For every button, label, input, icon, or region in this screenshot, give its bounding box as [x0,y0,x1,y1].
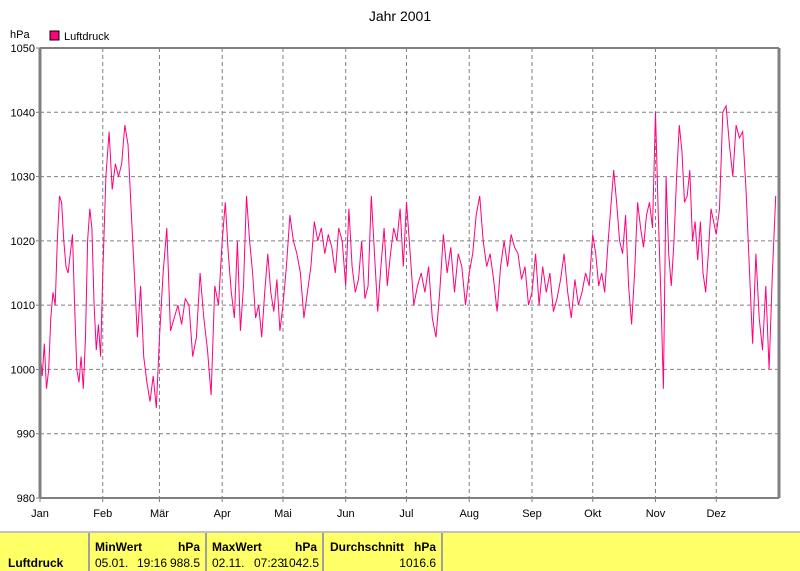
x-tick-label: Jan [31,508,49,520]
x-tick-label: Jul [399,508,413,520]
empty-cell [441,533,800,571]
y-tick-label: 1020 [11,236,35,248]
x-tick-label: Feb [93,508,112,520]
max-date: 02.11. [212,556,245,570]
average-value-cell: Durchschnitt hPa 1016.6 [322,533,441,571]
x-tick-label: Dez [706,508,726,520]
y-tick-label: 1030 [11,172,35,184]
x-tick-label: Sep [522,508,542,520]
y-tick-label: 1040 [11,107,35,119]
min-time: 19:16 [137,556,168,570]
x-tick-label: Mär [150,508,169,520]
x-tick-label: Mai [274,508,292,520]
max-header: MaxWert [212,540,262,554]
min-value-cell: MinWert hPa 05.01. 19:16 988.5 [88,533,205,571]
x-tick-label: Okt [584,508,601,520]
avg-header: Durchschnitt [330,540,405,554]
max-time: 07:23 [254,556,285,570]
min-value: 988.5 [169,556,200,570]
y-tick-label: 1000 [11,364,35,376]
y-tick-label: 1010 [11,300,35,312]
chart-title: Jahr 2001 [369,8,431,24]
x-tick-label: Nov [646,508,666,520]
max-value: 1042.5 [282,556,319,570]
series-line-luftdruck [39,104,777,409]
x-tick-label: Jun [337,508,355,520]
legend-label: Luftdruck [64,31,110,43]
legend-swatch [49,30,60,41]
x-tick-label: Apr [214,508,231,520]
max-value-cell: MaxWert hPa 02.11. 07:23 1042.5 [205,533,322,571]
avg-value: 1016.6 [399,556,436,570]
y-tick-label: 1050 [11,43,35,55]
min-unit: hPa [177,540,200,554]
statistics-panel: Luftdruck MinWert hPa 05.01. 19:16 988.5… [0,531,800,571]
y-tick-label: 980 [17,493,35,505]
pressure-chart: Jahr 2001 hPa Luftdruck 980 990 1000 1010 10… [10,8,781,520]
y-axis-label: hPa [10,29,30,41]
min-date: 05.01. [95,556,129,570]
max-unit: hPa [294,540,317,554]
y-tick-label: 990 [17,429,35,441]
min-header: MinWert [95,540,143,554]
avg-unit: hPa [413,540,436,554]
summary-series-label: Luftdruck [8,556,64,570]
x-tick-label: Aug [459,508,479,520]
